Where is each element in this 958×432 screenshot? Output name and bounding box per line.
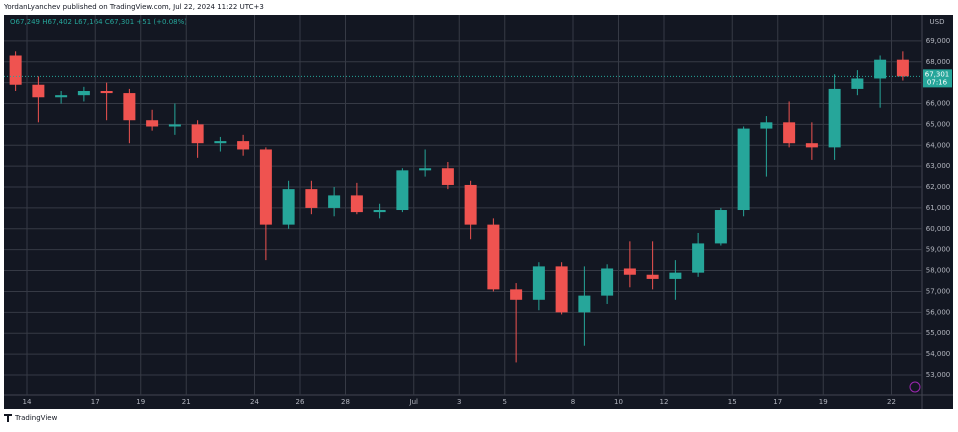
candle-body bbox=[669, 272, 682, 279]
x-tick-label: 5 bbox=[503, 398, 507, 406]
x-tick-label: 19 bbox=[819, 398, 828, 406]
candle-body bbox=[601, 268, 614, 296]
candle-body bbox=[828, 88, 841, 148]
x-tick-label: 21 bbox=[182, 398, 191, 406]
candle-body bbox=[77, 91, 90, 96]
y-tick-label: 59,000 bbox=[926, 246, 951, 254]
candle-body bbox=[737, 128, 750, 211]
logo bbox=[4, 414, 12, 422]
candle-body bbox=[692, 243, 705, 273]
y-tick-label: 65,000 bbox=[926, 120, 951, 128]
x-tick-label: 15 bbox=[728, 398, 737, 406]
candle-body bbox=[760, 122, 773, 129]
legend: O67,249 H67,402 L67,164 C67,301 +51 (+0.… bbox=[10, 18, 187, 26]
candle-body bbox=[532, 266, 545, 300]
candle-body bbox=[874, 59, 887, 79]
candle-body bbox=[259, 149, 272, 225]
candle-body bbox=[510, 289, 523, 300]
candle-body bbox=[237, 141, 250, 150]
x-tick-label: Jul bbox=[409, 398, 419, 406]
candle-body bbox=[191, 124, 204, 144]
candle-body bbox=[146, 120, 159, 127]
y-tick-label: 61,000 bbox=[926, 204, 951, 212]
y-tick-label: 68,000 bbox=[926, 58, 951, 66]
x-tick-label: 22 bbox=[887, 398, 896, 406]
candle-body bbox=[168, 124, 181, 127]
icon bbox=[909, 381, 921, 393]
y-tick-label: 58,000 bbox=[926, 267, 951, 275]
candle-body bbox=[646, 274, 659, 279]
y-tick-label: 63,000 bbox=[926, 162, 951, 170]
candle-body bbox=[623, 268, 636, 275]
y-tick-label: 55,000 bbox=[926, 329, 951, 337]
candle-body bbox=[419, 168, 432, 171]
candle-body bbox=[896, 59, 909, 77]
candle-body bbox=[578, 295, 591, 313]
currency: USD bbox=[930, 18, 945, 26]
header: YordanLyanchev published on TradingView.… bbox=[3, 3, 264, 11]
y-tick-label: 64,000 bbox=[926, 141, 951, 149]
y-tick-label: 57,000 bbox=[926, 287, 951, 295]
x-tick-label: 3 bbox=[457, 398, 461, 406]
y-tick-label: 66,000 bbox=[926, 100, 951, 108]
candle-body bbox=[396, 170, 409, 211]
y-tick-label: 56,000 bbox=[926, 308, 951, 316]
x-tick-label: 28 bbox=[341, 398, 350, 406]
y-tick-label: 69,000 bbox=[926, 37, 951, 45]
candle-body bbox=[851, 78, 864, 89]
y-tick-label: 62,000 bbox=[926, 183, 951, 191]
last-price-box bbox=[923, 69, 952, 88]
candle-body bbox=[350, 195, 363, 213]
candle-body bbox=[464, 184, 477, 225]
x-tick-label: 10 bbox=[614, 398, 623, 406]
candle-body bbox=[100, 91, 113, 94]
candle-body bbox=[305, 189, 318, 208]
candle-body bbox=[32, 84, 45, 98]
x-tick-label: 12 bbox=[660, 398, 669, 406]
y-tick-label: 53,000 bbox=[926, 371, 951, 379]
x-tick-label: 8 bbox=[571, 398, 575, 406]
candle-body bbox=[123, 93, 136, 121]
candle-body bbox=[328, 195, 341, 208]
chart-background bbox=[4, 15, 953, 409]
x-tick-label: 17 bbox=[91, 398, 100, 406]
candle-body bbox=[282, 189, 295, 225]
x-tick-label: 14 bbox=[23, 398, 32, 406]
candle-body bbox=[55, 95, 68, 98]
last-price-label: 67,301 bbox=[925, 70, 950, 78]
candle-body bbox=[214, 141, 227, 144]
candle-body bbox=[9, 55, 22, 85]
countdown: 07:16 bbox=[927, 78, 948, 86]
footer: TradingView bbox=[14, 414, 58, 422]
candle-body bbox=[805, 143, 818, 148]
candle-body bbox=[783, 122, 796, 144]
x-tick-label: 17 bbox=[773, 398, 782, 406]
candle-body bbox=[714, 210, 727, 244]
candle-body bbox=[487, 224, 500, 290]
x-tick-label: 26 bbox=[296, 398, 305, 406]
candle-body bbox=[555, 266, 568, 313]
y-tick-label: 60,000 bbox=[926, 225, 951, 233]
candle-body bbox=[373, 210, 386, 213]
x-tick-label: 19 bbox=[136, 398, 145, 406]
y-tick-label: 54,000 bbox=[926, 350, 951, 358]
x-tick-label: 24 bbox=[250, 398, 259, 406]
candle-body bbox=[441, 168, 454, 185]
